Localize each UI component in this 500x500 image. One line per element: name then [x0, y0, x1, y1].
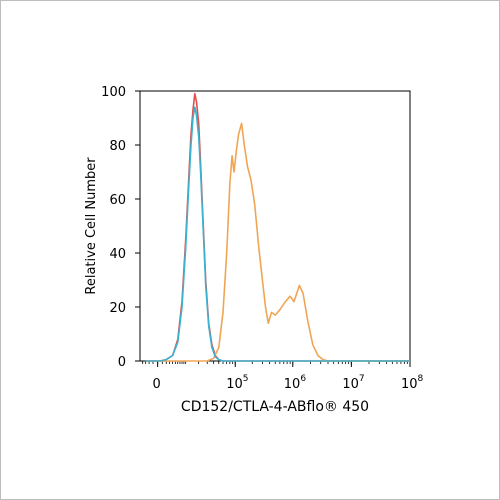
- x-axis-title: CD152/CTLA-4-ABflo® 450: [181, 399, 369, 415]
- y-tick-label: 0: [118, 355, 126, 370]
- x-tick-label: 107: [342, 374, 364, 392]
- histogram-series-line: [145, 122, 410, 362]
- plot-frame: [139, 90, 411, 362]
- y-tick-label: 40: [109, 247, 126, 262]
- y-axis-title: Relative Cell Number: [84, 157, 99, 295]
- x-tick-label: 106: [284, 374, 307, 392]
- histogram-series-line: [145, 106, 410, 362]
- y-tick-label: 100: [101, 85, 126, 100]
- series-layer: [145, 92, 410, 362]
- y-tick-label: 60: [109, 193, 126, 208]
- y-ticks: 0 20 40 60 80 100: [101, 85, 140, 370]
- y-tick-label: 20: [109, 301, 126, 316]
- y-tick-label: 80: [109, 139, 126, 154]
- x-major-ticks: 0 105 106 107 108: [153, 361, 424, 392]
- x-tick-label: 105: [226, 374, 248, 392]
- x-tick-label: 108: [401, 374, 424, 392]
- x-tick-label: 0: [153, 377, 161, 392]
